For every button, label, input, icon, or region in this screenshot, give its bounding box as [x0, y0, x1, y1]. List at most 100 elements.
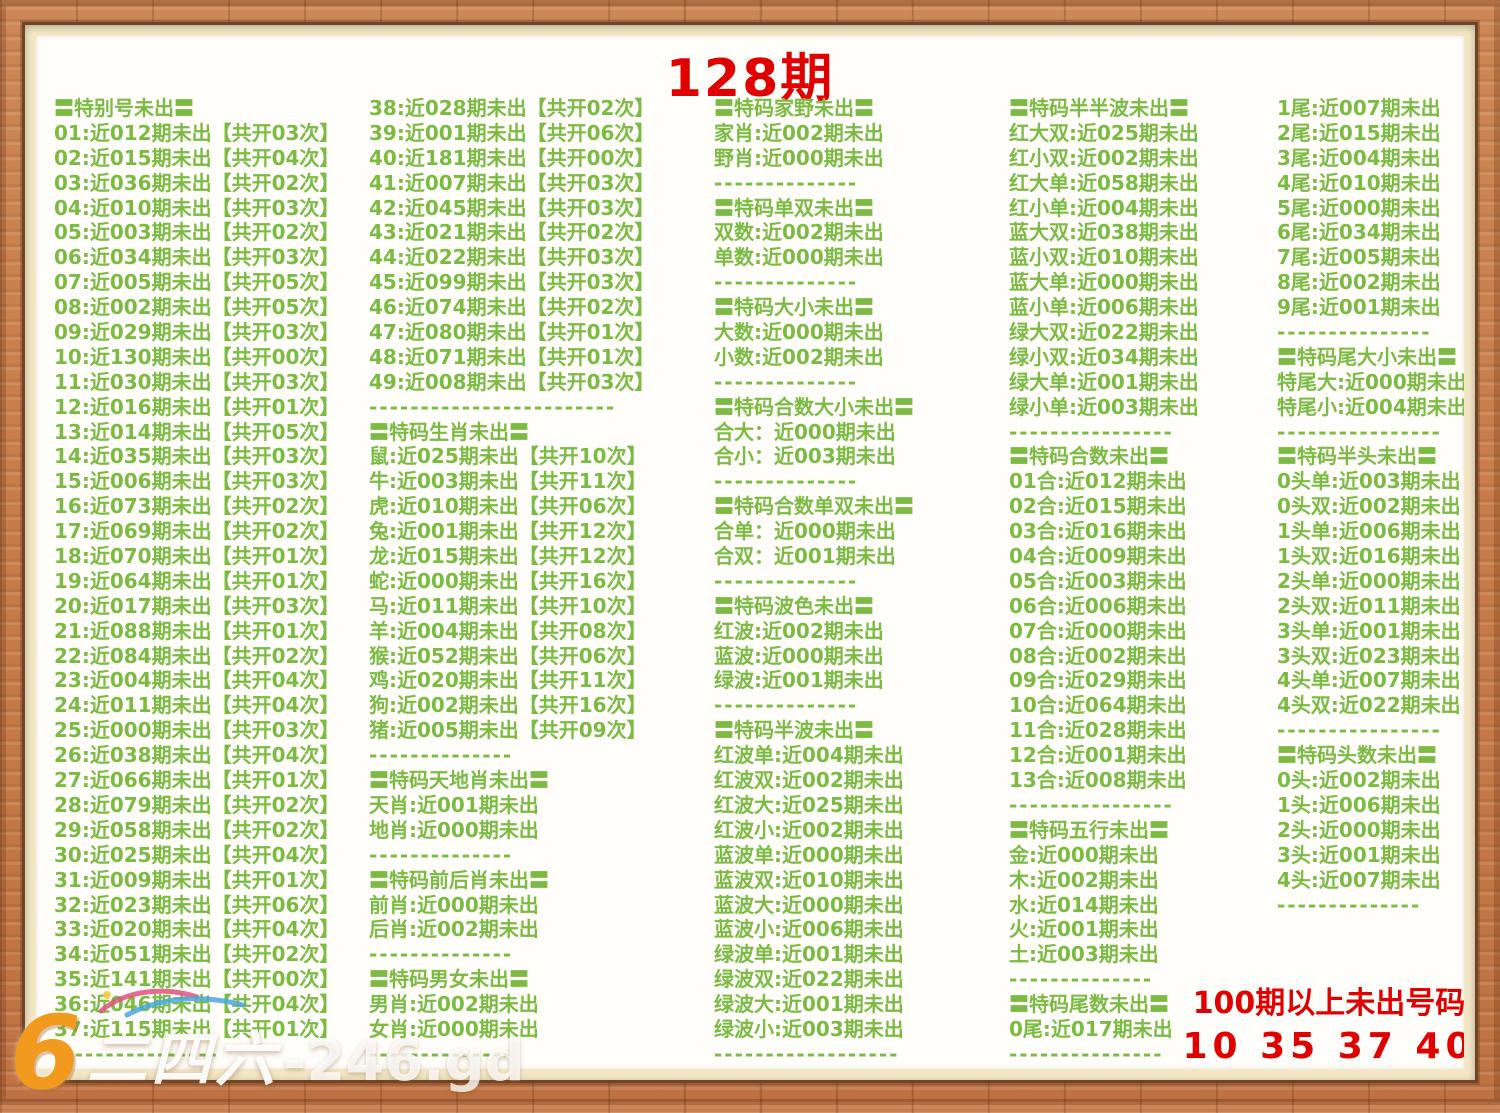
overdue-note-title: 100期以上未出号码	[1192, 986, 1464, 1021]
stat-line: 16:近073期未出【共开02次】	[54, 494, 340, 519]
stat-line: 红波小:近002期未出	[714, 817, 904, 842]
stat-line: 02合:近015期未出	[1009, 494, 1187, 519]
stat-line: 13:近014期未出【共开05次】	[54, 419, 340, 444]
stat-line: 牛:近003期未出【共开11次】	[369, 469, 647, 494]
column-special-numbers: 〓特别号未出〓 01:近012期未出【共开03次】 02:近015期未出【共开04次…	[54, 96, 339, 1067]
divider: --------------	[369, 942, 514, 967]
stat-line: 绿大双:近022期未出	[1009, 320, 1199, 345]
stat-line: 男肖:近002期未出	[369, 992, 539, 1017]
stat-line: 05合:近003期未出	[1009, 568, 1187, 593]
stat-line: 11:近030期未出【共开03次】	[54, 369, 340, 394]
stat-line: 30:近025期未出【共开04次】	[54, 842, 340, 867]
stat-line: 火:近001期未出	[1009, 917, 1159, 942]
stat-line: 7尾:近005期未出	[1277, 245, 1441, 270]
overdue-numbers-note: 100期以上未出号码 10 35 37 40	[1164, 984, 1465, 1069]
stat-line: 猴:近052期未出【共开06次】	[369, 643, 647, 668]
stat-line: 3头单:近001期未出	[1277, 618, 1461, 643]
section-header: 〓特码大小未出〓	[714, 295, 874, 320]
stat-line: 天肖:近001期未出	[369, 792, 539, 817]
divider: --------------	[369, 1041, 514, 1066]
stat-line: 4头:近007期未出	[1277, 867, 1441, 892]
stat-line: 合大：近000期未出	[714, 419, 896, 444]
stat-line: 43:近021期未出【共开02次】	[369, 220, 655, 245]
stat-line: 01合:近012期未出	[1009, 469, 1187, 494]
stat-line: 38:近028期未出【共开02次】	[369, 96, 655, 120]
stat-line: 红波单:近004期未出	[714, 743, 904, 768]
column-zodiac: 38:近028期未出【共开02次】 39:近001期未出【共开06次】 40:近18…	[369, 96, 654, 1067]
stat-line: 0头:近002期未出	[1277, 768, 1441, 793]
divider: ----------------	[1277, 419, 1442, 444]
section-header: 〓特码半半波未出〓	[1009, 96, 1189, 120]
stat-line: 5尾:近000期未出	[1277, 195, 1441, 220]
section-header: 〓特码半波未出〓	[714, 718, 874, 743]
stat-line: 虎:近010期未出【共开06次】	[369, 494, 647, 519]
section-header: 〓特码五行未出〓	[1009, 817, 1169, 842]
column-halfwave-sum: 〓特码半半波未出〓 红大双:近025期未出 红小双:近002期未出 红大单:近058期…	[1009, 96, 1199, 1067]
stat-line: 蛇:近000期未出【共开16次】	[369, 568, 647, 593]
stat-line: 蓝波小:近006期未出	[714, 917, 904, 942]
divider: --------------	[714, 693, 859, 718]
stat-line: 08合:近002期未出	[1009, 643, 1187, 668]
stat-line: 8尾:近002期未出	[1277, 270, 1441, 295]
stat-line: 绿波小:近003期未出	[714, 1016, 904, 1041]
stat-line: 46:近074期未出【共开02次】	[369, 295, 655, 320]
stat-line: 1头:近006期未出	[1277, 792, 1441, 817]
stat-line: 女肖:近000期未出	[369, 1016, 539, 1041]
divider: ----------------	[54, 1041, 219, 1066]
stat-line: 羊:近004期未出【共开08次】	[369, 618, 647, 643]
stat-line: 绿波双:近022期未出	[714, 967, 904, 992]
stat-line: 21:近088期未出【共开01次】	[54, 618, 340, 643]
column-tail-head: 1尾:近007期未出 2尾:近015期未出 3尾:近004期未出 4尾:近010期未出…	[1277, 96, 1464, 917]
stat-line: 40:近181期未出【共开00次】	[369, 145, 655, 170]
divider: --------------	[714, 170, 859, 195]
stat-line: 27:近066期未出【共开01次】	[54, 768, 340, 793]
section-header: 〓特码合数大小未出〓	[714, 394, 914, 419]
stat-line: 06:近034期未出【共开03次】	[54, 245, 340, 270]
stat-line: 06合:近006期未出	[1009, 593, 1187, 618]
stat-line: 19:近064期未出【共开01次】	[54, 568, 340, 593]
stat-line: 合小：近003期未出	[714, 444, 896, 469]
stat-line: 猪:近005期未出【共开09次】	[369, 718, 647, 743]
stat-line: 双数:近002期未出	[714, 220, 884, 245]
stat-line: 24:近011期未出【共开04次】	[54, 693, 340, 718]
stat-line: 4尾:近010期未出	[1277, 170, 1441, 195]
stat-line: 1头单:近006期未出	[1277, 519, 1461, 544]
stat-line: 蓝波单:近000期未出	[714, 842, 904, 867]
section-header: 〓特码单双未出〓	[714, 195, 874, 220]
stat-line: 红小单:近004期未出	[1009, 195, 1199, 220]
stat-line: 13合:近008期未出	[1009, 768, 1187, 793]
stat-line: 01:近012期未出【共开03次】	[54, 120, 340, 145]
stat-line: 蓝波双:近010期未出	[714, 867, 904, 892]
stat-line: 野肖:近000期未出	[714, 145, 884, 170]
stat-line: 49:近008期未出【共开03次】	[369, 369, 655, 394]
stat-line: 23:近004期未出【共开04次】	[54, 668, 340, 693]
stat-line: 蓝波:近000期未出	[714, 643, 884, 668]
divider: --------------	[1277, 892, 1422, 917]
stat-line: 12:近016期未出【共开01次】	[54, 394, 340, 419]
stat-line: 15:近006期未出【共开03次】	[54, 469, 340, 494]
section-header: 〓特码生肖未出〓	[369, 419, 529, 444]
stat-line: 14:近035期未出【共开03次】	[54, 444, 340, 469]
stat-line: 合单：近000期未出	[714, 519, 896, 544]
board-content: 128期 〓特别号未出〓 01:近012期未出【共开03次】 02:近015期未出【…	[36, 36, 1464, 1069]
stat-line: 绿大单:近001期未出	[1009, 369, 1199, 394]
stat-line: 07:近005期未出【共开05次】	[54, 270, 340, 295]
divider: --------------	[369, 743, 514, 768]
stat-line: 3尾:近004期未出	[1277, 145, 1441, 170]
stat-line: 土:近003期未出	[1009, 942, 1159, 967]
stat-line: 07合:近000期未出	[1009, 618, 1187, 643]
divider: ----------------	[1009, 419, 1174, 444]
stat-line: 03合:近016期未出	[1009, 519, 1187, 544]
stat-line: 22:近084期未出【共开02次】	[54, 643, 340, 668]
section-header: 〓特码尾大小未出〓	[1277, 344, 1457, 369]
stat-line: 0头双:近002期未出	[1277, 494, 1461, 519]
section-header: 〓特码尾数未出〓	[1009, 992, 1169, 1017]
stat-line: 狗:近002期未出【共开16次】	[369, 693, 647, 718]
divider: ----------------	[1277, 718, 1442, 743]
stat-line: 36:近046期未出【共开04次】	[54, 992, 340, 1017]
divider: --------------	[714, 469, 859, 494]
stat-line: 红小双:近002期未出	[1009, 145, 1199, 170]
stat-line: 鼠:近025期未出【共开10次】	[369, 444, 647, 469]
stat-line: 金:近000期未出	[1009, 842, 1159, 867]
stat-line: 35:近141期未出【共开00次】	[54, 967, 340, 992]
